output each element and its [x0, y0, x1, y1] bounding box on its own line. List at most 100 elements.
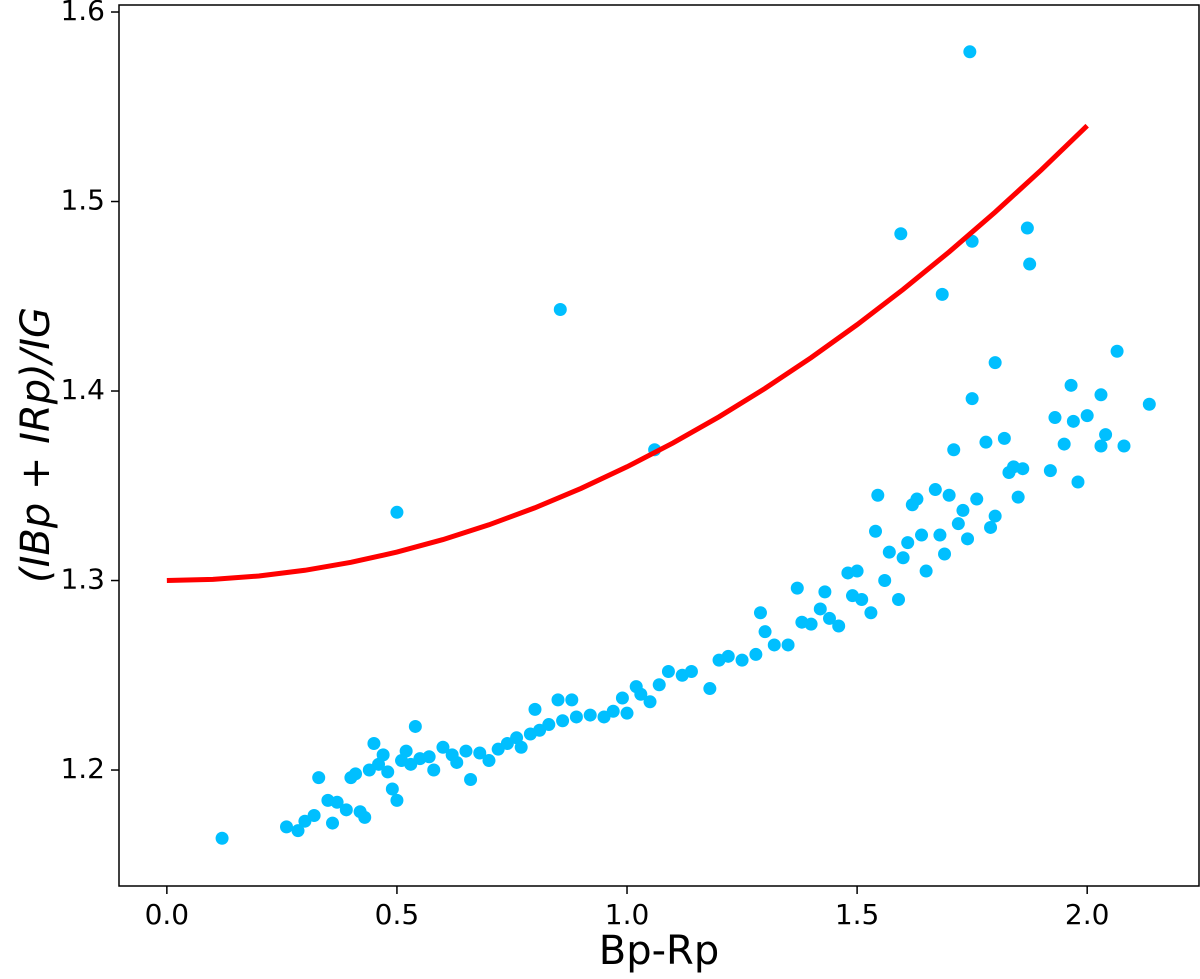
scatter-point — [1048, 411, 1062, 425]
scatter-point — [910, 492, 924, 506]
scatter-point — [753, 606, 767, 620]
scatter-point — [933, 528, 947, 542]
y-tick-label: 1.6 — [60, 0, 105, 27]
scatter-point — [464, 772, 478, 786]
scatter-point — [1023, 257, 1037, 271]
scatter-point — [1117, 439, 1131, 453]
scatter-point — [553, 303, 567, 317]
scatter-point — [979, 435, 993, 449]
scatter-point — [358, 810, 372, 824]
scatter-point — [307, 809, 321, 823]
scatter-point — [1110, 344, 1124, 358]
scatter-point — [459, 744, 473, 758]
y-tick-label: 1.5 — [60, 184, 105, 217]
scatter-point — [956, 503, 970, 517]
scatter-point — [615, 691, 629, 705]
scatter-point — [569, 710, 583, 724]
scatter-point — [399, 744, 413, 758]
scatter-point — [790, 581, 804, 595]
scatter-point — [735, 653, 749, 667]
scatter-point — [963, 45, 977, 59]
scatter-point — [919, 564, 933, 578]
scatter-point — [620, 706, 634, 720]
scatter-point — [942, 488, 956, 502]
scatter-point — [961, 532, 975, 546]
scatter-point — [832, 619, 846, 633]
scatter-point — [965, 392, 979, 406]
scatter-point — [390, 793, 404, 807]
scatter-point — [542, 718, 556, 732]
scatter-point — [894, 227, 908, 241]
scatter-point — [878, 574, 892, 588]
scatter-point — [1020, 221, 1034, 235]
x-tick-label: 0.5 — [375, 898, 420, 931]
x-tick-label: 2.0 — [1065, 898, 1110, 931]
scatter-point — [634, 687, 648, 701]
scatter-point — [385, 782, 399, 796]
scatter-point — [339, 803, 353, 817]
y-tick-label: 1.4 — [60, 373, 105, 406]
scatter-point — [436, 740, 450, 754]
scatter-point — [951, 517, 965, 531]
scatter-point — [326, 816, 340, 830]
scatter-point — [767, 638, 781, 652]
scatter-point — [703, 682, 717, 696]
scatter-point — [1064, 378, 1078, 392]
scatter-point — [606, 704, 620, 718]
scatter-point — [565, 693, 579, 707]
scatter-point — [367, 736, 381, 750]
scatter-point — [427, 763, 441, 777]
x-tick-label: 1.0 — [605, 898, 650, 931]
scatter-point — [869, 524, 883, 538]
scatter-point — [583, 708, 597, 722]
scatter-point — [935, 287, 949, 301]
scatter-point — [1071, 475, 1085, 489]
scatter-point — [988, 509, 1002, 523]
scatter-point — [1066, 414, 1080, 428]
scatter-point — [1016, 462, 1030, 476]
scatter-point — [661, 664, 675, 678]
scatter-point — [864, 606, 878, 620]
y-tick-label: 1.3 — [60, 563, 105, 596]
scatter-point — [1094, 388, 1108, 402]
scatter-point — [381, 765, 395, 779]
scatter-point — [528, 702, 542, 716]
scatter-point — [1099, 428, 1113, 442]
plot-frame — [118, 4, 1200, 887]
scatter-point — [721, 649, 735, 663]
scatter-point — [947, 443, 961, 457]
scatter-point — [556, 714, 570, 728]
x-tick-label: 0.0 — [145, 898, 190, 931]
scatter-point — [850, 564, 864, 578]
scatter-point — [970, 492, 984, 506]
scatter-point — [1080, 409, 1094, 423]
scatter-point — [896, 551, 910, 565]
scatter-point — [390, 505, 404, 519]
scatter-point — [652, 678, 666, 692]
scatter-point — [551, 693, 565, 707]
scatter-point — [312, 771, 326, 785]
scatter-point — [997, 431, 1011, 445]
curve — [166, 123, 1089, 584]
scatter-point — [901, 536, 915, 550]
scatter-point — [279, 820, 293, 834]
x-tick-label: 1.5 — [835, 898, 880, 931]
scatter-point — [818, 585, 832, 599]
scatter-point — [822, 611, 836, 625]
scatter-point — [514, 740, 528, 754]
scatter-point — [215, 831, 229, 845]
scatter-point — [684, 664, 698, 678]
x-axis-label: Bp-Rp — [599, 928, 719, 974]
scatter-point — [330, 795, 344, 809]
scatter-point — [988, 356, 1002, 370]
y-tick-label: 1.2 — [60, 752, 105, 785]
scatter-point — [892, 592, 906, 606]
scatter-point — [938, 547, 952, 561]
scatter-point — [408, 719, 422, 733]
scatter-point — [349, 767, 363, 781]
scatter-point — [1094, 439, 1108, 453]
scatter-point — [928, 483, 942, 497]
scatter-point — [291, 824, 305, 838]
scatter-point — [984, 520, 998, 534]
